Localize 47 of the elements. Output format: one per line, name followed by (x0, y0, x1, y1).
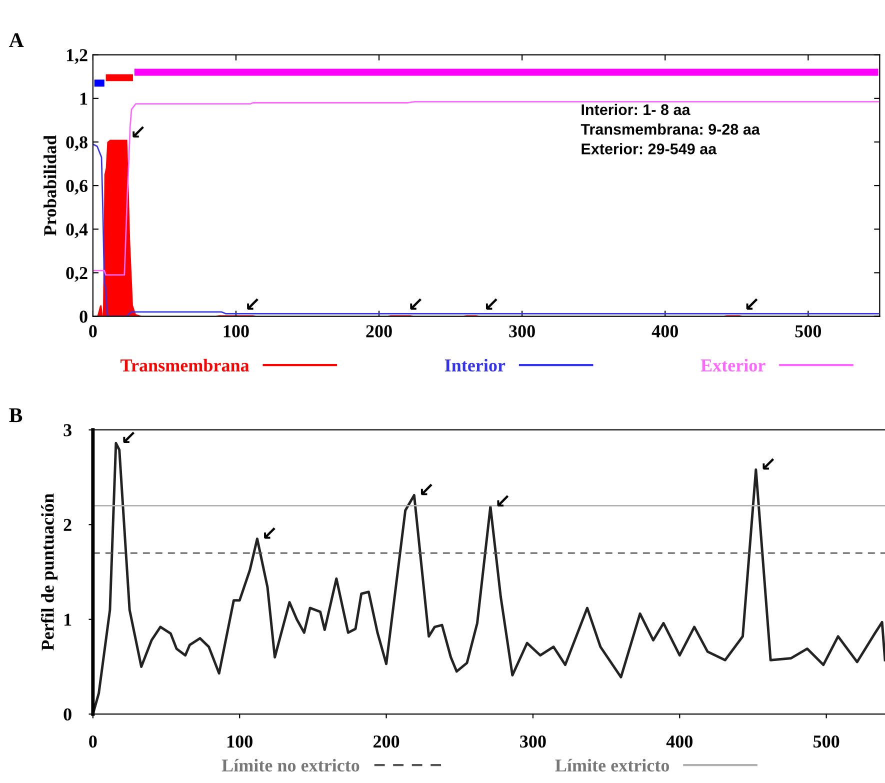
x-tick-label: 200 (366, 325, 392, 338)
annotation: ↙ (497, 495, 509, 507)
x-tick-label: 200 (374, 735, 400, 748)
x-tick-label: 300 (520, 735, 546, 748)
y-tick-label: 1,2 (66, 49, 88, 64)
y-tick-label: 1 (64, 614, 72, 626)
x-tick-label: 400 (666, 735, 692, 748)
line-series (92, 442, 885, 714)
annotation: ↙ (420, 484, 432, 496)
x-tick-label: 500 (795, 325, 822, 338)
x-tick-label: 0 (89, 325, 97, 338)
annotation: ↙ (264, 527, 276, 539)
legend-label: Límite no extricto (222, 758, 360, 772)
annotation: ↙ (746, 298, 758, 310)
y-axis-title: Perfil de puntuación (40, 494, 58, 650)
y-tick-label: 0,8 (66, 136, 88, 152)
x-tick-label: 100 (228, 735, 252, 748)
x-tick-label: 300 (509, 325, 535, 338)
legend-label: Interior (444, 358, 506, 372)
y-tick-label: 1 (80, 92, 88, 105)
y-tick-label: 0,6 (66, 180, 88, 195)
y-tick-label: 0 (64, 708, 72, 721)
y-tick-label: 0,4 (66, 223, 88, 238)
x-tick-label: 400 (652, 325, 678, 338)
annotation: ↙ (486, 298, 498, 310)
annotation: ↙ (132, 126, 144, 138)
y-axis-title: Probabilidad (44, 135, 56, 236)
annotation: Transmembrana: 9-28 aa (580, 124, 760, 135)
x-tick-label: 100 (224, 325, 249, 338)
legend-label: Exterior (700, 358, 766, 372)
text: A (9, 33, 24, 47)
legend-label: Transmembrana (120, 358, 250, 372)
annotation: Interior: 1- 8 aa (582, 104, 690, 116)
y-tick-label: 3 (64, 424, 72, 436)
annotation: ↙ (410, 298, 422, 310)
legend-label: Límite extricto (555, 758, 670, 772)
x-tick-label: 0 (89, 735, 97, 748)
y-tick-label: 2 (64, 518, 72, 531)
y-tick-label: 0 (80, 310, 88, 323)
y-tick-label: 0,2 (66, 267, 88, 282)
annotation: ↙ (247, 298, 258, 310)
annotation: ↙ (123, 432, 135, 444)
x-tick-label: 500 (814, 735, 840, 748)
annotation: ↙ (762, 458, 774, 470)
annotation: Exterior: 29-549 aa (582, 143, 717, 154)
text: B (9, 408, 22, 422)
line-series (92, 100, 879, 276)
